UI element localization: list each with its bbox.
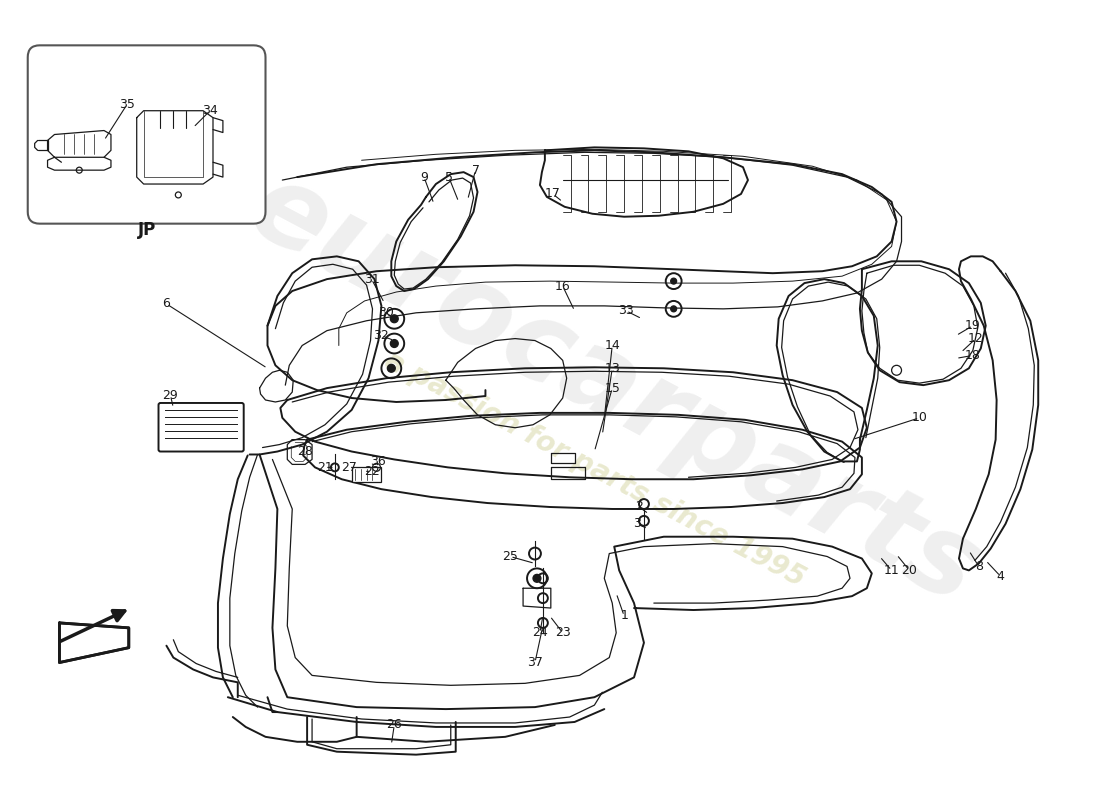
Text: 11: 11 [883,564,900,577]
Text: 1: 1 [620,610,628,622]
Text: 21: 21 [317,461,333,474]
Circle shape [390,315,398,322]
Circle shape [534,574,541,582]
Text: 35: 35 [119,98,134,111]
Text: 37: 37 [527,656,543,669]
Text: 2: 2 [635,501,642,514]
Text: 12: 12 [968,332,983,345]
Text: 28: 28 [297,445,313,458]
Text: 31: 31 [364,273,380,286]
Text: 24: 24 [532,626,548,639]
Bar [352,467,382,482]
Text: 25: 25 [503,550,518,563]
Text: 17: 17 [544,187,561,201]
Text: 27: 27 [341,461,356,474]
Text: 9: 9 [420,170,428,183]
Text: 8: 8 [975,560,982,573]
Text: 14: 14 [604,339,620,352]
Text: 23: 23 [554,626,571,639]
Text: 5: 5 [444,170,453,183]
Text: 10: 10 [912,411,927,424]
Text: 7: 7 [472,164,480,177]
Text: 13: 13 [604,362,620,374]
Text: 32: 32 [374,329,389,342]
Text: 6: 6 [163,298,170,310]
Text: 26: 26 [386,718,403,731]
Circle shape [671,306,676,312]
FancyBboxPatch shape [28,46,265,224]
Text: 19: 19 [965,319,981,332]
Text: JP: JP [138,221,156,238]
Text: 4: 4 [997,570,1004,583]
Text: 29: 29 [163,389,178,402]
Text: 18: 18 [965,349,981,362]
Text: 15: 15 [604,382,620,394]
Text: 3: 3 [634,518,641,530]
Text: eurocarparts: eurocarparts [232,153,997,627]
Text: 34: 34 [202,104,218,118]
Text: a passion for parts since 1995: a passion for parts since 1995 [379,346,810,593]
Circle shape [671,278,676,284]
Circle shape [387,364,395,372]
Text: 20: 20 [902,564,917,577]
Text: 22: 22 [364,465,380,478]
FancyBboxPatch shape [158,403,244,451]
Text: 33: 33 [618,304,634,318]
Text: 36: 36 [371,455,386,468]
Text: 30: 30 [378,306,394,319]
Circle shape [390,339,398,347]
Text: 16: 16 [554,279,571,293]
